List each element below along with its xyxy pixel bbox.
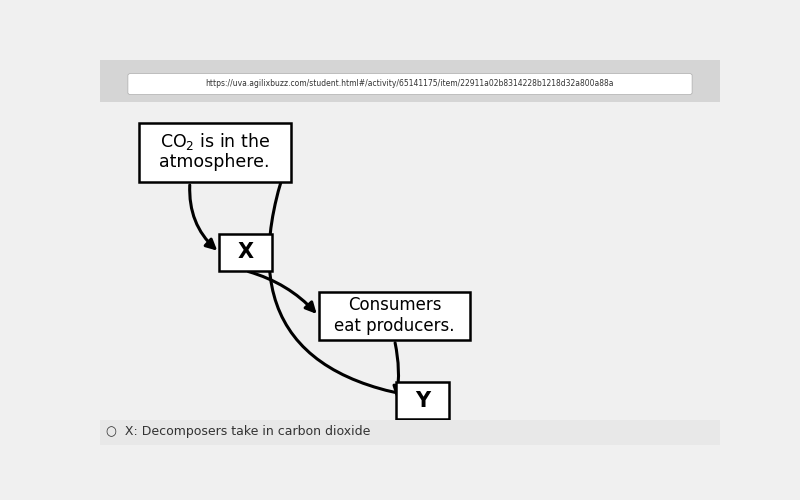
Text: eat producers.: eat producers.: [334, 316, 454, 334]
FancyBboxPatch shape: [396, 382, 449, 419]
Text: atmosphere.: atmosphere.: [159, 153, 270, 171]
Text: Consumers: Consumers: [348, 296, 442, 314]
FancyBboxPatch shape: [219, 234, 272, 271]
FancyBboxPatch shape: [100, 420, 720, 445]
FancyBboxPatch shape: [100, 60, 720, 102]
FancyBboxPatch shape: [318, 292, 470, 340]
FancyBboxPatch shape: [138, 122, 290, 182]
Text: CO$_2$ is in the: CO$_2$ is in the: [159, 131, 270, 152]
Text: Y: Y: [415, 390, 430, 410]
Text: https://uva.agilixbuzz.com/student.html#/activity/65141175/item/22911a02b8314228: https://uva.agilixbuzz.com/student.html#…: [206, 80, 614, 88]
Text: X: X: [238, 242, 254, 262]
Text: ○  X: Decomposers take in carbon dioxide: ○ X: Decomposers take in carbon dioxide: [106, 425, 370, 438]
FancyBboxPatch shape: [128, 74, 692, 94]
